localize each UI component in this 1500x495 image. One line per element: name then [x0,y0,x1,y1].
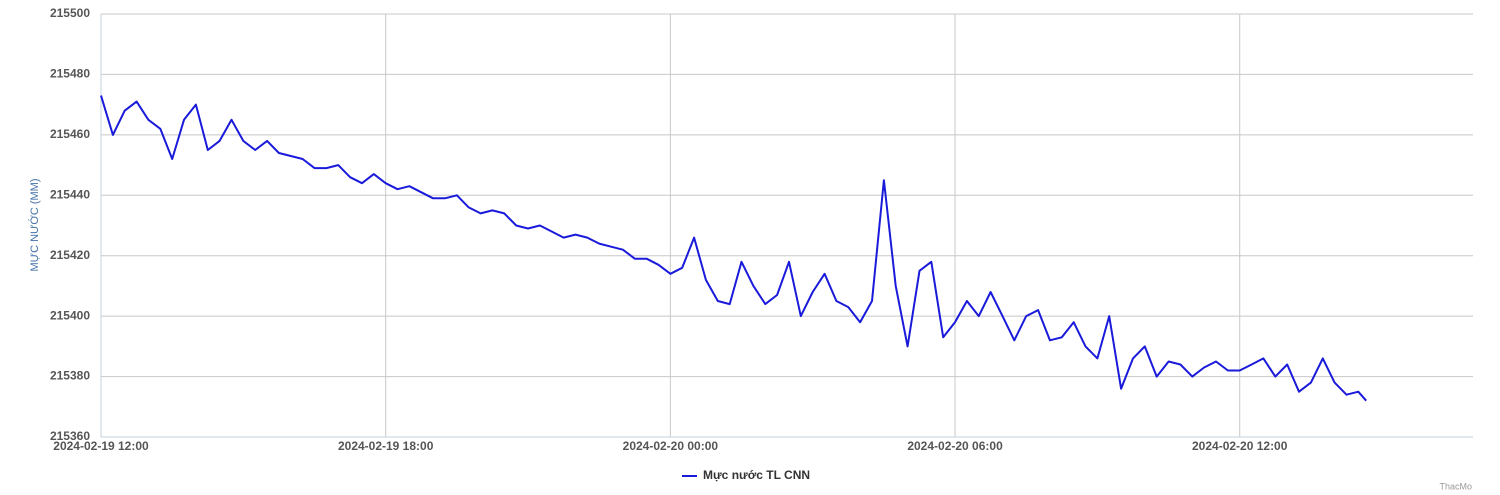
y-tick-label: 215380 [50,369,90,383]
y-tick-label: 215440 [50,187,90,201]
y-tick-label: 215400 [50,308,90,322]
x-tick-label: 2024-02-20 12:00 [1192,439,1288,453]
y-axis-label: MỰC NƯỚC (MM) [28,179,41,272]
y-tick-label: 215360 [50,429,90,443]
legend-label: Mực nước TL CNN [703,468,810,482]
x-tick-label: 2024-02-20 00:00 [623,439,719,453]
x-tick-label: 2024-02-19 12:00 [53,439,149,453]
y-tick-label: 215500 [50,6,90,20]
line-series [100,95,1367,402]
credit: ThacMo [1439,481,1472,491]
x-tick-label: 2024-02-20 06:00 [907,439,1003,453]
y-tick-label: 215480 [50,67,90,81]
y-tick-label: 215420 [50,248,90,262]
x-tick-label: 2024-02-19 18:00 [338,439,434,453]
y-tick-label: 215460 [50,127,90,141]
